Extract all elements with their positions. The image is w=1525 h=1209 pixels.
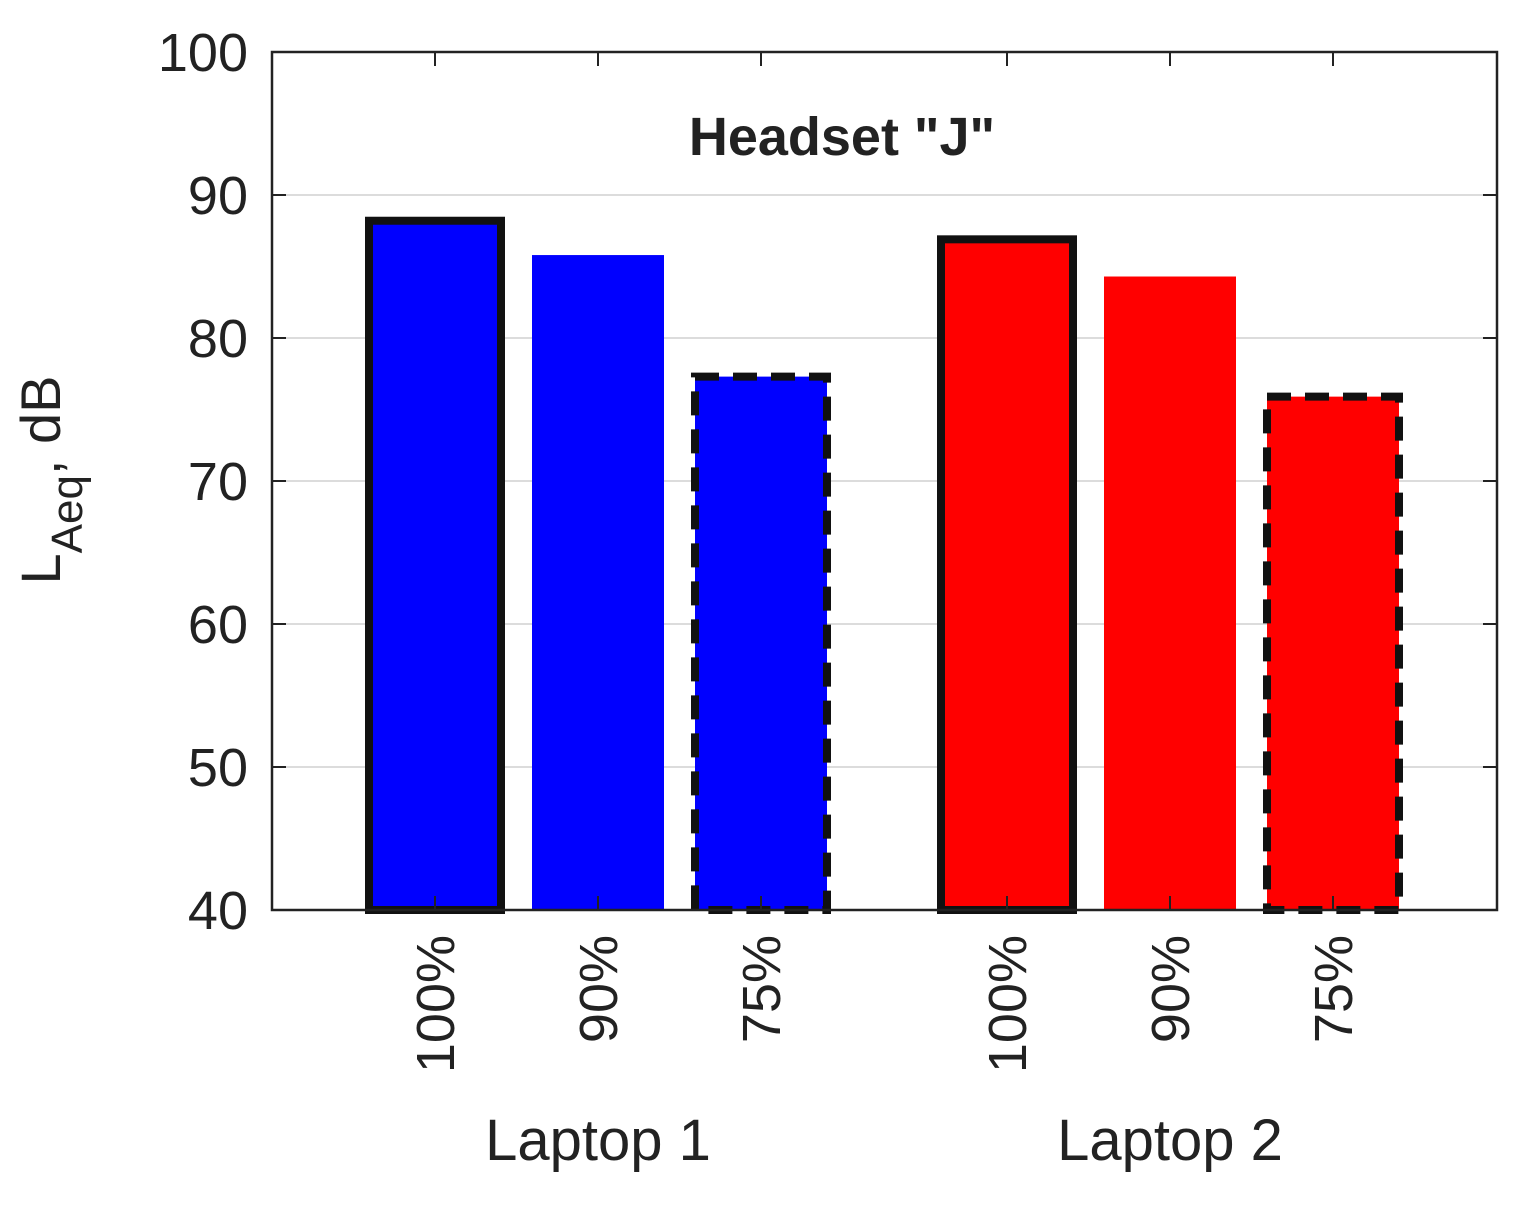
y-tick-label: 70 bbox=[188, 452, 248, 512]
bar bbox=[1263, 392, 1403, 914]
bar bbox=[365, 216, 505, 915]
bar bbox=[691, 372, 831, 914]
y-tick-label: 40 bbox=[188, 881, 248, 941]
x-tick-label: 75% bbox=[732, 935, 792, 1043]
y-tick-label: 60 bbox=[188, 595, 248, 655]
group-label: Laptop 1 bbox=[485, 1108, 711, 1173]
x-tick-label: 100% bbox=[978, 935, 1038, 1073]
y-tick-label: 80 bbox=[188, 309, 248, 369]
y-tick-label: 90 bbox=[188, 166, 248, 226]
x-tick-label: 90% bbox=[569, 935, 629, 1043]
y-tick-label: 50 bbox=[188, 738, 248, 798]
y-axis-label: LAeq, dB bbox=[9, 375, 92, 584]
y-label-main: L bbox=[9, 553, 72, 584]
x-tick-label: 100% bbox=[406, 935, 466, 1073]
group-label: Laptop 2 bbox=[1057, 1108, 1283, 1173]
bar bbox=[1104, 276, 1236, 910]
y-tick-label: 100 bbox=[158, 23, 248, 83]
chart-title: Headset "J" bbox=[689, 107, 995, 167]
x-tick-label: 90% bbox=[1141, 935, 1201, 1043]
x-tick-label: 75% bbox=[1304, 935, 1364, 1043]
y-label-sub: Aeq bbox=[43, 475, 92, 553]
bar bbox=[937, 235, 1077, 914]
y-label-suffix: , dB bbox=[9, 375, 72, 475]
bar bbox=[532, 255, 664, 910]
plot-frame bbox=[270, 50, 1499, 912]
